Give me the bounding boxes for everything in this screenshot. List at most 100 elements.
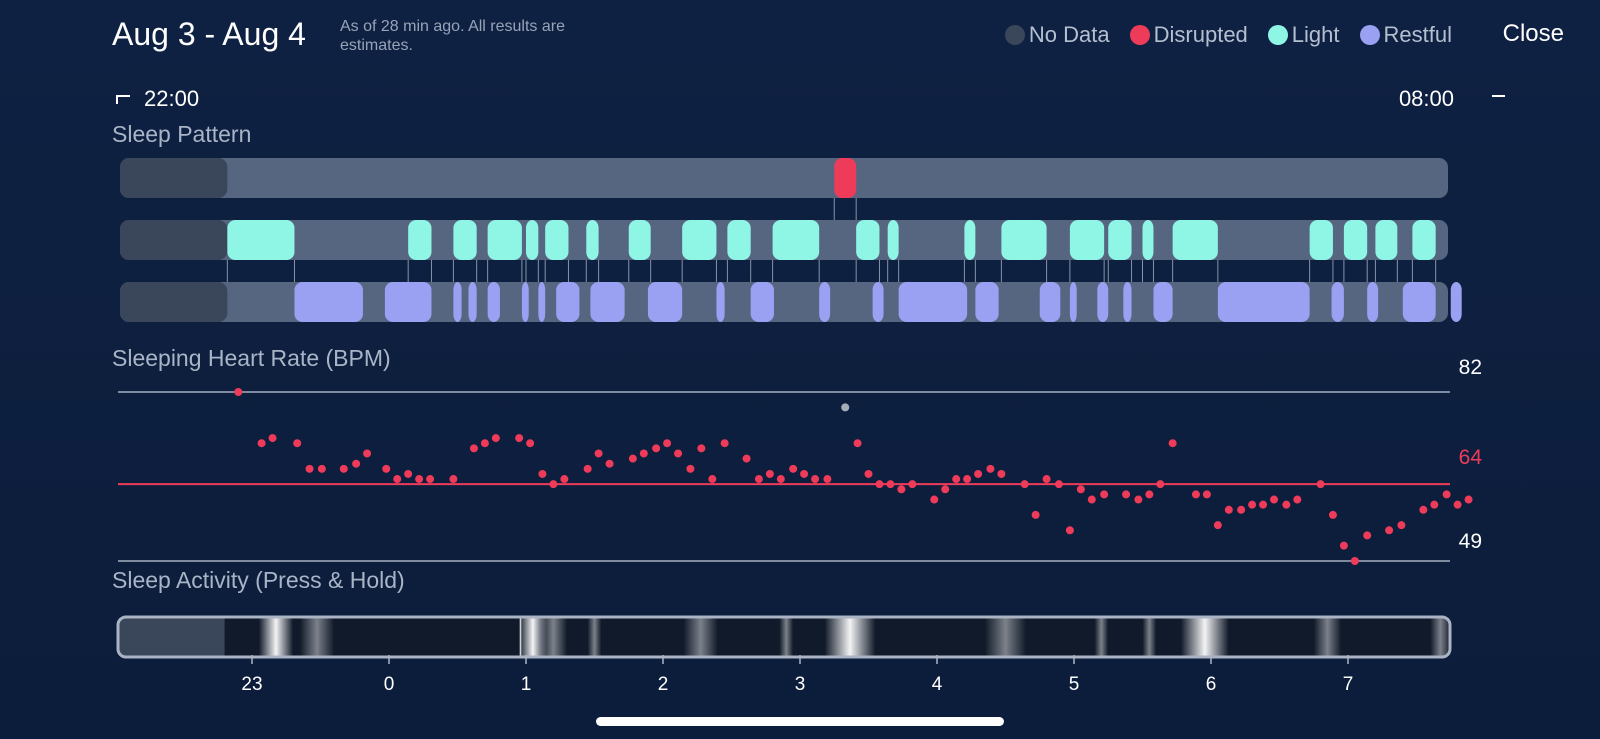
hr-point	[742, 454, 751, 463]
hr-point	[800, 469, 809, 478]
x-tick-label: 3	[795, 674, 806, 695]
hr-point	[1122, 490, 1131, 499]
light-segment	[1069, 220, 1105, 260]
light-segment	[682, 220, 717, 260]
hr-point	[864, 469, 873, 478]
hr-point	[930, 495, 939, 504]
hr-point	[628, 454, 637, 463]
home-indicator[interactable]	[596, 717, 1004, 726]
activity-band-medium	[299, 617, 335, 657]
x-tick-label: 23	[241, 674, 262, 695]
restful-dot-icon	[1359, 25, 1380, 45]
hr-avg-label: 64	[1458, 446, 1482, 469]
light-segment	[586, 220, 599, 260]
hr-point	[720, 439, 729, 448]
hr-point	[415, 475, 424, 484]
disrupted-dot-icon	[1129, 25, 1150, 45]
hr-point	[708, 475, 717, 484]
end-time: 08:00	[1399, 86, 1505, 112]
hr-point	[515, 434, 524, 443]
hr-point	[1270, 495, 1279, 504]
hr-point	[305, 464, 314, 473]
hr-point	[426, 475, 435, 484]
light-segment	[1001, 220, 1047, 260]
hr-point	[1363, 531, 1372, 540]
hr-point	[974, 469, 983, 478]
restful-segment	[1123, 282, 1132, 322]
restful-segment	[453, 282, 462, 322]
hr-point	[1076, 485, 1085, 494]
hr-point	[776, 475, 785, 484]
hr-point	[393, 475, 402, 484]
restful-segment	[1069, 282, 1077, 322]
activity-band-medium	[1430, 617, 1450, 657]
no-data-segment	[120, 282, 228, 322]
hr-min-label: 49	[1458, 530, 1482, 553]
hr-point	[1419, 505, 1428, 514]
restful-segment	[384, 282, 432, 322]
activity-band-bright	[519, 617, 522, 657]
light-segment	[856, 220, 880, 260]
restful-segment	[819, 282, 831, 322]
x-tick-label: 2	[658, 674, 669, 695]
hr-point	[875, 480, 884, 489]
hr-point	[1442, 490, 1451, 499]
end-bracket-icon	[1491, 95, 1505, 104]
light-segment	[1108, 220, 1132, 260]
hr-point	[1224, 505, 1233, 514]
hr-point	[697, 444, 706, 453]
hr-point	[754, 475, 763, 484]
restful-segment	[716, 282, 725, 322]
light-segment	[727, 220, 751, 260]
light-segment	[772, 220, 820, 260]
hr-point	[908, 480, 917, 489]
hr-point	[952, 475, 961, 484]
hr-point	[549, 480, 558, 489]
x-tick-label: 1	[521, 674, 532, 695]
light-segment	[1343, 220, 1368, 260]
light-segment	[526, 220, 539, 260]
hr-point	[234, 388, 243, 396]
activity-band-bright	[1180, 617, 1229, 657]
start-time: 22:00	[116, 86, 199, 112]
hr-point	[1430, 500, 1439, 509]
no-data-segment	[120, 220, 228, 260]
hr-point	[897, 485, 906, 494]
restful-segment	[590, 282, 625, 322]
hr-point	[1020, 480, 1029, 489]
light-segment	[545, 220, 569, 260]
hr-point	[986, 464, 995, 473]
activity-band-medium	[984, 617, 1027, 657]
close-button[interactable]: Close	[1502, 20, 1564, 47]
hr-point	[1054, 480, 1063, 489]
restful-segment	[872, 282, 884, 322]
hr-point	[941, 485, 950, 494]
activity-band-medium	[1313, 617, 1342, 657]
hr-point	[1293, 495, 1302, 504]
hr-point	[1065, 526, 1074, 535]
hr-point	[382, 464, 391, 473]
header-title: Aug 3 - Aug 4	[112, 16, 306, 52]
hr-point	[1248, 500, 1257, 509]
hr-point	[293, 439, 302, 448]
hr-point	[811, 475, 820, 484]
activity-band-medium	[587, 617, 602, 657]
hr-point	[1282, 500, 1291, 509]
no-data-segment	[120, 158, 228, 198]
restful-segment	[1217, 282, 1310, 322]
light-segment	[453, 220, 477, 260]
hr-point	[853, 439, 862, 448]
restful-segment	[1039, 282, 1061, 322]
x-tick-label: 6	[1206, 674, 1217, 695]
restful-segment	[750, 282, 774, 322]
x-tick-label: 0	[384, 674, 395, 695]
sleep-pattern-title: Sleep Pattern	[112, 121, 252, 147]
hr-point	[594, 449, 603, 458]
hr-point	[1042, 475, 1051, 484]
hr-point	[823, 475, 832, 484]
restful-segment	[521, 282, 529, 322]
hr-point	[257, 439, 266, 448]
hr-point	[1156, 480, 1165, 489]
light-segment	[964, 220, 976, 260]
